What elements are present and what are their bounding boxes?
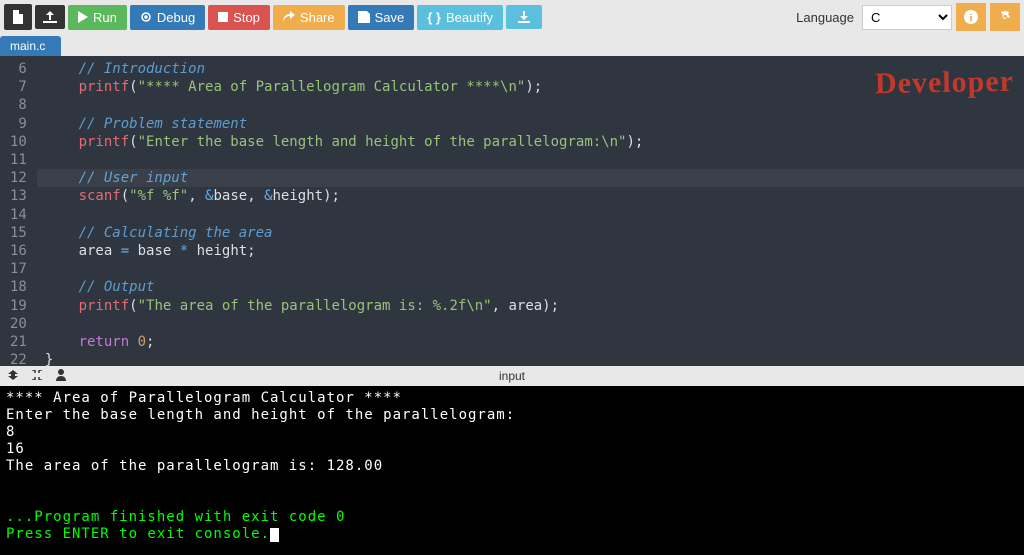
play-icon <box>78 11 88 23</box>
code-area[interactable]: // Introduction printf("**** Area of Par… <box>37 56 1024 366</box>
console-line: Enter the base length and height of the … <box>6 407 1018 424</box>
open-file-button[interactable] <box>35 5 65 29</box>
code-line: // Calculating the area <box>45 224 1024 242</box>
code-line: printf("The area of the parallelogram is… <box>45 297 1024 315</box>
new-file-button[interactable] <box>4 4 32 30</box>
code-line: // Output <box>45 278 1024 296</box>
settings-button[interactable] <box>990 3 1020 31</box>
stop-label: Stop <box>233 10 260 25</box>
beautify-button[interactable]: { } Beautify <box>417 5 503 30</box>
code-line: scanf("%f %f", &base, &height); <box>45 187 1024 205</box>
share-button[interactable]: Share <box>273 5 345 30</box>
console-line: 16 <box>6 441 1018 458</box>
console-header: input <box>0 366 1024 386</box>
line-number: 12 <box>10 169 27 187</box>
beautify-label: Beautify <box>446 10 493 25</box>
console-output[interactable]: **** Area of Parallelogram Calculator **… <box>0 386 1024 555</box>
line-number: 9 <box>10 115 27 133</box>
line-number: 14 <box>10 206 27 224</box>
file-tab[interactable]: main.c <box>0 36 61 56</box>
collapse-icon[interactable] <box>8 369 18 384</box>
console-line: 8 <box>6 424 1018 441</box>
line-number: 19 <box>10 297 27 315</box>
braces-icon: { } <box>427 10 441 25</box>
code-line <box>45 96 1024 114</box>
console-line: ...Program finished with exit code 0 <box>6 509 1018 526</box>
line-number: 18 <box>10 278 27 296</box>
code-line <box>45 260 1024 278</box>
code-line: area = base * height; <box>45 242 1024 260</box>
gear-icon <box>998 10 1012 24</box>
cursor <box>270 528 279 542</box>
info-icon: i <box>964 10 978 24</box>
line-number: 7 <box>10 78 27 96</box>
console-line: Press ENTER to exit console. <box>6 526 1018 543</box>
console-line: **** Area of Parallelogram Calculator **… <box>6 390 1018 407</box>
file-icon <box>12 10 24 24</box>
code-line: return 0; <box>45 333 1024 351</box>
console-line: The area of the parallelogram is: 128.00 <box>6 458 1018 475</box>
console-toolbar <box>0 369 74 384</box>
code-line <box>45 315 1024 333</box>
debug-icon <box>140 11 152 23</box>
line-number: 11 <box>10 151 27 169</box>
download-icon <box>518 11 530 23</box>
line-number: 6 <box>10 60 27 78</box>
share-label: Share <box>300 10 335 25</box>
line-number: 13 <box>10 187 27 205</box>
toolbar: Run Debug Stop Share Save { } Beautify L… <box>0 0 1024 34</box>
share-icon <box>283 11 295 23</box>
line-number: 20 <box>10 315 27 333</box>
debug-button[interactable]: Debug <box>130 5 205 30</box>
code-line: // Introduction <box>45 60 1024 78</box>
code-line: printf("**** Area of Parallelogram Calcu… <box>45 78 1024 96</box>
svg-text:i: i <box>969 12 972 24</box>
console-line <box>6 492 1018 509</box>
toolbar-right: Language C i <box>796 3 1020 31</box>
expand-icon[interactable] <box>32 369 42 384</box>
line-number: 21 <box>10 333 27 351</box>
language-label: Language <box>796 10 854 25</box>
code-line: // Problem statement <box>45 115 1024 133</box>
run-label: Run <box>93 10 117 25</box>
console-title: input <box>499 369 525 383</box>
download-button[interactable] <box>506 5 542 29</box>
tab-label: main.c <box>10 39 45 53</box>
save-icon <box>358 11 370 23</box>
line-number: 15 <box>10 224 27 242</box>
stop-button[interactable]: Stop <box>208 5 270 30</box>
info-button[interactable]: i <box>956 3 986 31</box>
code-line: printf("Enter the base length and height… <box>45 133 1024 151</box>
line-gutter: 678910111213141516171819202122 <box>0 56 37 366</box>
upload-icon <box>43 11 57 23</box>
console-line <box>6 475 1018 492</box>
person-icon[interactable] <box>56 369 66 384</box>
code-line <box>45 151 1024 169</box>
save-label: Save <box>375 10 405 25</box>
code-editor[interactable]: 678910111213141516171819202122 // Introd… <box>0 56 1024 366</box>
code-line <box>45 206 1024 224</box>
save-button[interactable]: Save <box>348 5 415 30</box>
language-select[interactable]: C <box>862 5 952 30</box>
stop-icon <box>218 12 228 22</box>
debug-label: Debug <box>157 10 195 25</box>
line-number: 17 <box>10 260 27 278</box>
run-button[interactable]: Run <box>68 5 127 30</box>
line-number: 16 <box>10 242 27 260</box>
line-number: 10 <box>10 133 27 151</box>
tab-bar: main.c <box>0 34 1024 56</box>
line-number: 8 <box>10 96 27 114</box>
